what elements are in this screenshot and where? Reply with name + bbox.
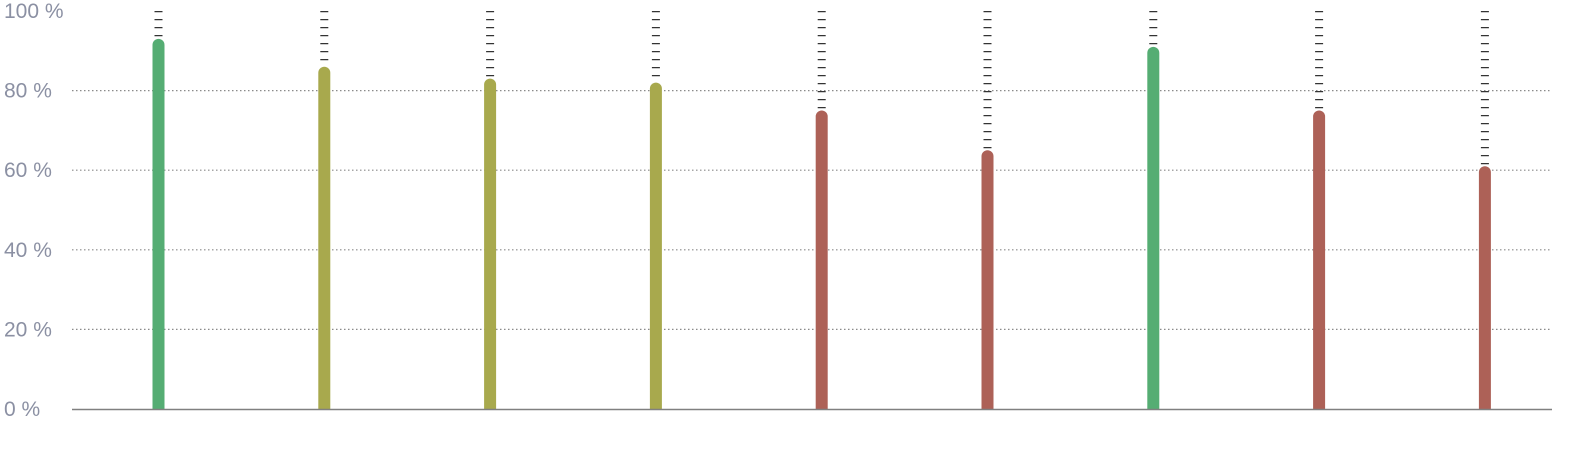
y-tick-label: 40 % bbox=[4, 239, 52, 262]
y-tick-label: 60 % bbox=[4, 159, 52, 182]
y-tick-label: 20 % bbox=[4, 318, 52, 341]
bar bbox=[815, 110, 828, 410]
bar bbox=[152, 38, 165, 410]
gridlines bbox=[72, 89, 1552, 330]
y-tick-label: 100 % bbox=[4, 0, 64, 23]
bar bbox=[484, 78, 497, 409]
y-tick-label: 80 % bbox=[4, 80, 52, 103]
bar bbox=[649, 82, 662, 409]
bar bbox=[1478, 166, 1491, 409]
bar bbox=[981, 150, 994, 410]
bar-remainders bbox=[154, 11, 1489, 167]
bar bbox=[318, 66, 331, 409]
y-tick-label: 0 % bbox=[4, 398, 40, 421]
y-axis-tick-labels: 0 % 20 % 40 % 60 % 80 % 100 % bbox=[4, 0, 64, 421]
bar bbox=[1313, 110, 1326, 410]
bars bbox=[152, 38, 1491, 410]
bar bbox=[1147, 46, 1160, 409]
